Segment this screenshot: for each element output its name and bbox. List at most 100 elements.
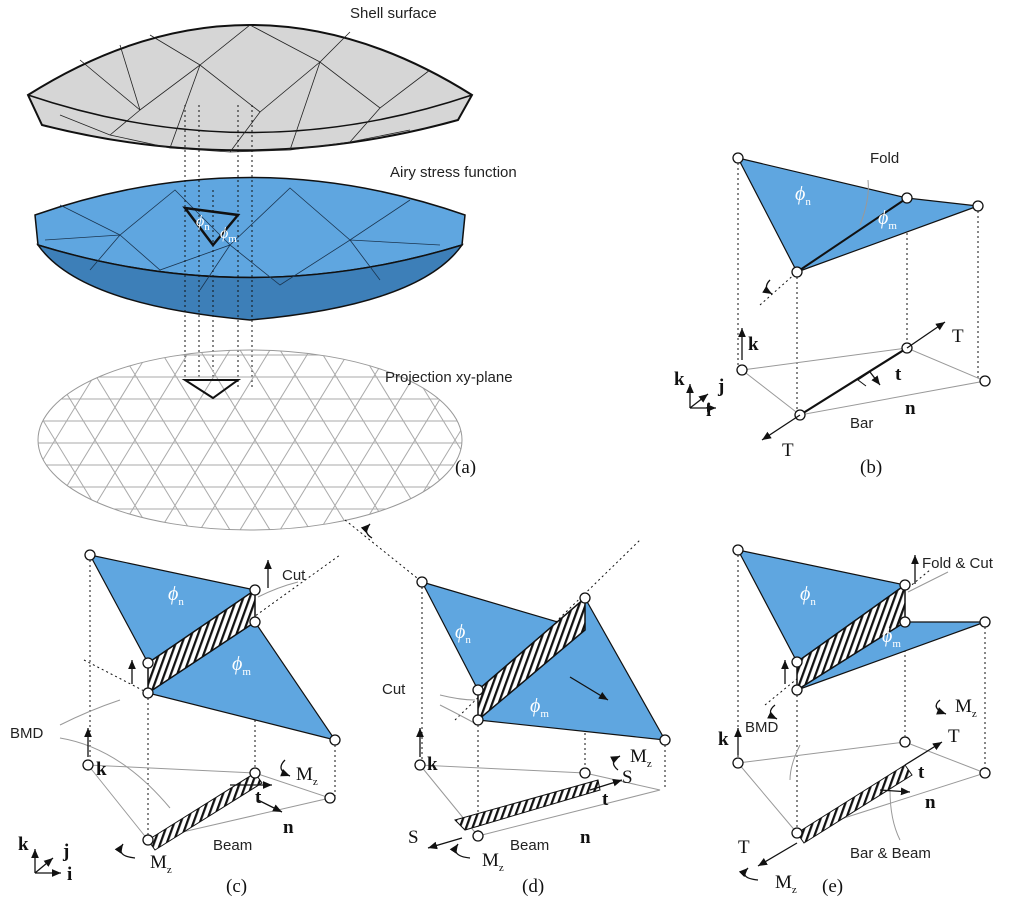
axis-label: k <box>18 834 29 855</box>
mesh-line <box>0 350 70 530</box>
symbol: M <box>630 746 647 767</box>
symbol: M <box>150 852 167 873</box>
vector: t <box>918 762 925 783</box>
figure: Shell surface Airy stress function Proje… <box>0 0 1034 909</box>
label: Projection xy-plane <box>385 369 513 386</box>
force: T <box>782 440 794 461</box>
vector: k <box>427 754 438 775</box>
panel-e: Fold & Cut ϕn ϕm Mz k T T t n BMD Bar & … <box>718 545 994 897</box>
panel-c: Cut BMD ϕn ϕm k k j i Mz Mz t n Beam (c) <box>10 550 340 897</box>
vector: n <box>925 792 936 813</box>
subscript: z <box>313 776 318 788</box>
moment: Mz <box>296 764 318 788</box>
caption: (d) <box>522 876 544 897</box>
symbol: ϕ <box>795 183 805 205</box>
moment: Mz <box>775 872 797 896</box>
panel-a: Shell surface Airy stress function Proje… <box>0 5 790 530</box>
subscript: m <box>540 708 549 720</box>
vector: t <box>255 787 262 808</box>
axis-label: i <box>706 400 711 421</box>
symbol: ϕ <box>882 625 892 647</box>
label: BMD <box>10 725 44 742</box>
label: Beam <box>213 837 252 854</box>
vector: n <box>580 827 591 848</box>
moment: Mz <box>150 852 172 876</box>
vector: k <box>96 759 107 780</box>
label: Airy stress function <box>390 164 517 181</box>
axis-label: i <box>67 864 72 885</box>
force: S <box>408 827 419 848</box>
subscript: n <box>204 221 210 233</box>
force: T <box>952 326 964 347</box>
panel-d: Cut ϕn ϕm k Mz Mz S S t n Beam (d) <box>345 520 670 897</box>
subscript: z <box>972 708 977 720</box>
subscript: n <box>465 634 471 646</box>
force: T <box>948 726 960 747</box>
subscript: m <box>228 233 237 245</box>
mesh-line <box>0 350 30 530</box>
force: T <box>738 837 750 858</box>
vector: t <box>895 364 902 385</box>
axis-label: j <box>62 841 69 862</box>
symbol: ϕ <box>196 213 204 230</box>
subscript: z <box>792 884 797 896</box>
subscript: m <box>892 638 901 650</box>
caption: (a) <box>455 457 476 478</box>
moment: Mz <box>630 746 652 770</box>
axis-label: k <box>674 369 685 390</box>
label: BMD <box>745 719 779 736</box>
label: Cut <box>282 567 306 584</box>
mesh-line <box>520 350 630 530</box>
label: Bar <box>850 415 873 432</box>
vector: n <box>283 817 294 838</box>
axis-label: j <box>717 376 724 397</box>
mesh-line <box>560 350 670 530</box>
symbol: M <box>775 872 792 893</box>
label: Fold & Cut <box>922 555 994 572</box>
subscript: n <box>178 596 184 608</box>
subscript: m <box>242 666 251 678</box>
symbol: M <box>296 764 313 785</box>
mesh-line <box>0 350 110 530</box>
label: Shell surface <box>350 5 437 22</box>
label: Fold <box>870 150 899 167</box>
symbol: ϕ <box>232 653 242 675</box>
label: Bar & Beam <box>850 845 931 862</box>
symbol: M <box>955 696 972 717</box>
vector: n <box>905 398 916 419</box>
mesh-line <box>0 350 70 530</box>
vector: t <box>602 789 609 810</box>
moment: Mz <box>482 850 504 874</box>
caption: (b) <box>860 457 882 478</box>
mesh-line <box>0 350 30 530</box>
mesh-line <box>680 350 790 530</box>
caption: (c) <box>226 876 247 897</box>
label: Beam <box>510 837 549 854</box>
mesh-line <box>640 350 750 530</box>
symbol: ϕ <box>800 583 810 605</box>
mesh-line <box>560 350 670 530</box>
subscript: z <box>647 758 652 770</box>
subscript: m <box>888 220 897 232</box>
symbol: ϕ <box>455 621 465 643</box>
subscript: n <box>810 596 816 608</box>
subscript: z <box>167 864 172 876</box>
mesh-line <box>600 350 710 530</box>
panel-b: Fold ϕn ϕm k k j i T T t n Bar (b) <box>674 150 990 478</box>
symbol: ϕ <box>530 695 540 717</box>
mesh-line <box>680 350 790 530</box>
symbol: ϕ <box>220 225 228 242</box>
mesh-line <box>520 350 630 530</box>
vector: k <box>748 334 759 355</box>
symbol: M <box>482 850 499 871</box>
symbol: ϕ <box>168 583 178 605</box>
vector: k <box>718 729 729 750</box>
label: Cut <box>382 681 406 698</box>
caption: (e) <box>822 876 843 897</box>
subscript: z <box>499 862 504 874</box>
mesh-line <box>640 350 750 530</box>
subscript: n <box>805 196 811 208</box>
symbol: ϕ <box>878 207 888 229</box>
force: S <box>622 767 633 788</box>
moment: Mz <box>955 696 977 720</box>
